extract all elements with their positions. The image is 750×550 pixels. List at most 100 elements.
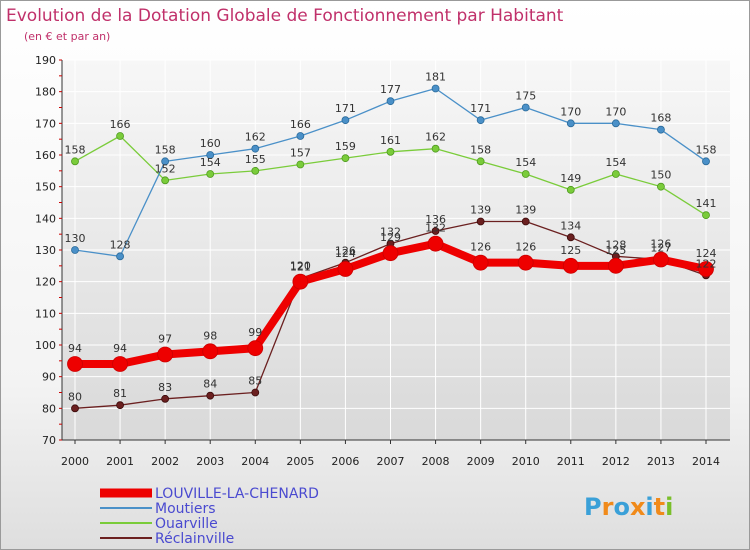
data-label: 159 [335,140,356,153]
data-point [202,343,219,360]
data-label: 175 [515,90,536,103]
x-tick-label: 2012 [602,455,630,468]
data-point [251,166,260,175]
data-point [386,97,395,106]
x-tick-label: 2004 [241,455,269,468]
data-label: 166 [290,118,311,131]
y-tick-label: 100 [35,339,56,352]
data-point [71,246,79,254]
data-label: 126 [515,241,536,254]
data-point [431,144,440,153]
data-point [657,125,665,134]
data-point [517,254,534,271]
x-tick-label: 2001 [106,455,134,468]
data-point [67,356,83,372]
data-label: 158 [470,143,491,156]
brand-letter: o [613,493,630,521]
brand-letter: x [630,493,646,521]
y-tick-label: 90 [42,371,56,384]
axes: 70 80 90 100 110 120 130 140 150 160 170 180 190 2000… [35,54,730,468]
x-tick-label: 2011 [557,455,585,468]
data-point [607,257,624,274]
data-label: 171 [470,102,491,115]
legend-label: Réclainville [155,531,234,547]
data-label: 134 [560,219,581,232]
data-point [521,170,530,178]
data-point [71,404,79,413]
y-tick-label: 130 [35,244,56,257]
data-point [611,170,620,178]
data-point [296,132,305,140]
data-label: 181 [425,71,446,84]
brand-letter: r [602,493,614,521]
legend-label: Moutiers [155,501,216,517]
brand-logo: Proxiti [584,493,673,521]
x-tick-label: 2008 [422,455,450,468]
data-label: 125 [560,244,581,257]
data-point [206,170,215,178]
series [67,84,714,413]
data-label: 124 [696,247,717,260]
data-label: 99 [248,326,262,339]
data-label: 132 [380,226,401,239]
x-tick-label: 2013 [647,455,675,468]
y-tick-label: 170 [35,117,56,130]
data-point [382,245,399,262]
data-point [702,157,710,166]
data-label: 132 [425,222,446,235]
data-point [657,182,665,191]
x-tick-label: 2006 [331,455,359,468]
data-point [161,157,170,166]
data-label: 158 [696,143,717,156]
data-label: 168 [650,112,671,125]
x-tick-label: 2003 [196,455,224,468]
data-label: 158 [65,143,86,156]
data-label: 154 [605,156,626,169]
data-label: 127 [650,242,671,255]
data-label: 94 [113,342,127,355]
x-tick-label: 2014 [692,455,720,468]
data-label: 154 [200,156,221,169]
y-tick-label: 190 [35,54,56,67]
data-point [562,257,579,274]
data-label: 170 [560,105,581,118]
data-point [476,116,485,125]
y-tick-label: 70 [42,434,56,447]
x-tick-label: 2007 [377,455,405,468]
data-label: 128 [110,238,131,251]
data-label: 130 [65,232,86,245]
data-point [476,157,485,166]
data-point [206,391,215,400]
data-point [161,176,170,185]
data-label: 83 [158,381,172,394]
data-label: 125 [605,244,626,257]
data-point [431,227,440,235]
data-point [337,261,354,277]
data-point [116,252,124,261]
data-point [427,235,444,252]
y-tick-label: 110 [35,307,56,320]
data-point [116,401,124,410]
data-point [116,132,124,140]
data-label: 152 [155,162,176,175]
data-point [702,211,710,220]
data-label: 97 [158,333,172,346]
data-label: 166 [110,118,131,131]
data-label: 160 [200,137,221,150]
data-label: 155 [245,153,266,166]
data-point [521,217,530,226]
data-point [71,157,79,166]
data-label: 126 [470,241,491,254]
data-label: 120 [290,260,311,273]
data-label: 85 [248,375,262,388]
data-point [521,103,530,112]
data-point [341,116,350,125]
data-label: 98 [203,329,217,342]
data-point [566,233,575,242]
data-label: 150 [650,169,671,182]
data-label: 162 [245,131,266,144]
data-point [251,144,260,153]
data-label: 141 [696,197,717,210]
